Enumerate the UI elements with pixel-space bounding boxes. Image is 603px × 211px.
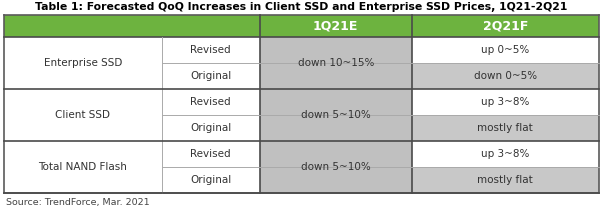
Bar (412, 115, 599, 141)
Bar (162, 89, 260, 115)
Bar (412, 15, 599, 37)
Text: down 0~5%: down 0~5% (474, 71, 537, 81)
Bar (260, 15, 412, 37)
Bar (4, 63, 162, 89)
Bar (4, 89, 162, 115)
Bar (4, 15, 260, 37)
Bar (4, 89, 162, 141)
Text: down 5~10%: down 5~10% (301, 162, 371, 172)
Text: 1Q21E: 1Q21E (313, 19, 358, 32)
Text: Table 1: Forecasted QoQ Increases in Client SSD and Enterprise SSD Prices, 1Q21-: Table 1: Forecasted QoQ Increases in Cli… (36, 3, 567, 12)
Bar (4, 115, 162, 141)
Bar (162, 37, 260, 63)
Text: Revised: Revised (191, 97, 231, 107)
Bar (4, 167, 162, 193)
Bar (4, 37, 162, 63)
Text: Source: TrendForce, Mar. 2021: Source: TrendForce, Mar. 2021 (6, 199, 150, 207)
Text: down 5~10%: down 5~10% (301, 110, 371, 120)
Text: Total NAND Flash: Total NAND Flash (39, 162, 127, 172)
Bar (260, 37, 412, 89)
Text: Original: Original (190, 123, 232, 133)
Text: mostly flat: mostly flat (478, 175, 533, 185)
Bar (162, 115, 260, 141)
Bar (4, 141, 162, 193)
Text: Original: Original (190, 175, 232, 185)
Bar (162, 63, 260, 89)
Text: up 0~5%: up 0~5% (481, 45, 529, 55)
Text: Revised: Revised (191, 149, 231, 159)
Text: Client SSD: Client SSD (55, 110, 110, 120)
Bar (4, 37, 162, 89)
Text: up 3~8%: up 3~8% (481, 97, 529, 107)
Bar (260, 141, 412, 193)
Text: Original: Original (190, 71, 232, 81)
Bar (412, 141, 599, 167)
Text: Revised: Revised (191, 45, 231, 55)
Text: down 10~15%: down 10~15% (297, 58, 374, 68)
Bar (412, 89, 599, 115)
Bar (412, 63, 599, 89)
Text: Enterprise SSD: Enterprise SSD (43, 58, 122, 68)
Text: mostly flat: mostly flat (478, 123, 533, 133)
Text: 2Q21F: 2Q21F (482, 19, 528, 32)
Text: up 3~8%: up 3~8% (481, 149, 529, 159)
Bar (162, 167, 260, 193)
Bar (260, 89, 412, 141)
Bar (412, 167, 599, 193)
Bar (162, 141, 260, 167)
Bar (4, 141, 162, 167)
Bar (412, 37, 599, 63)
